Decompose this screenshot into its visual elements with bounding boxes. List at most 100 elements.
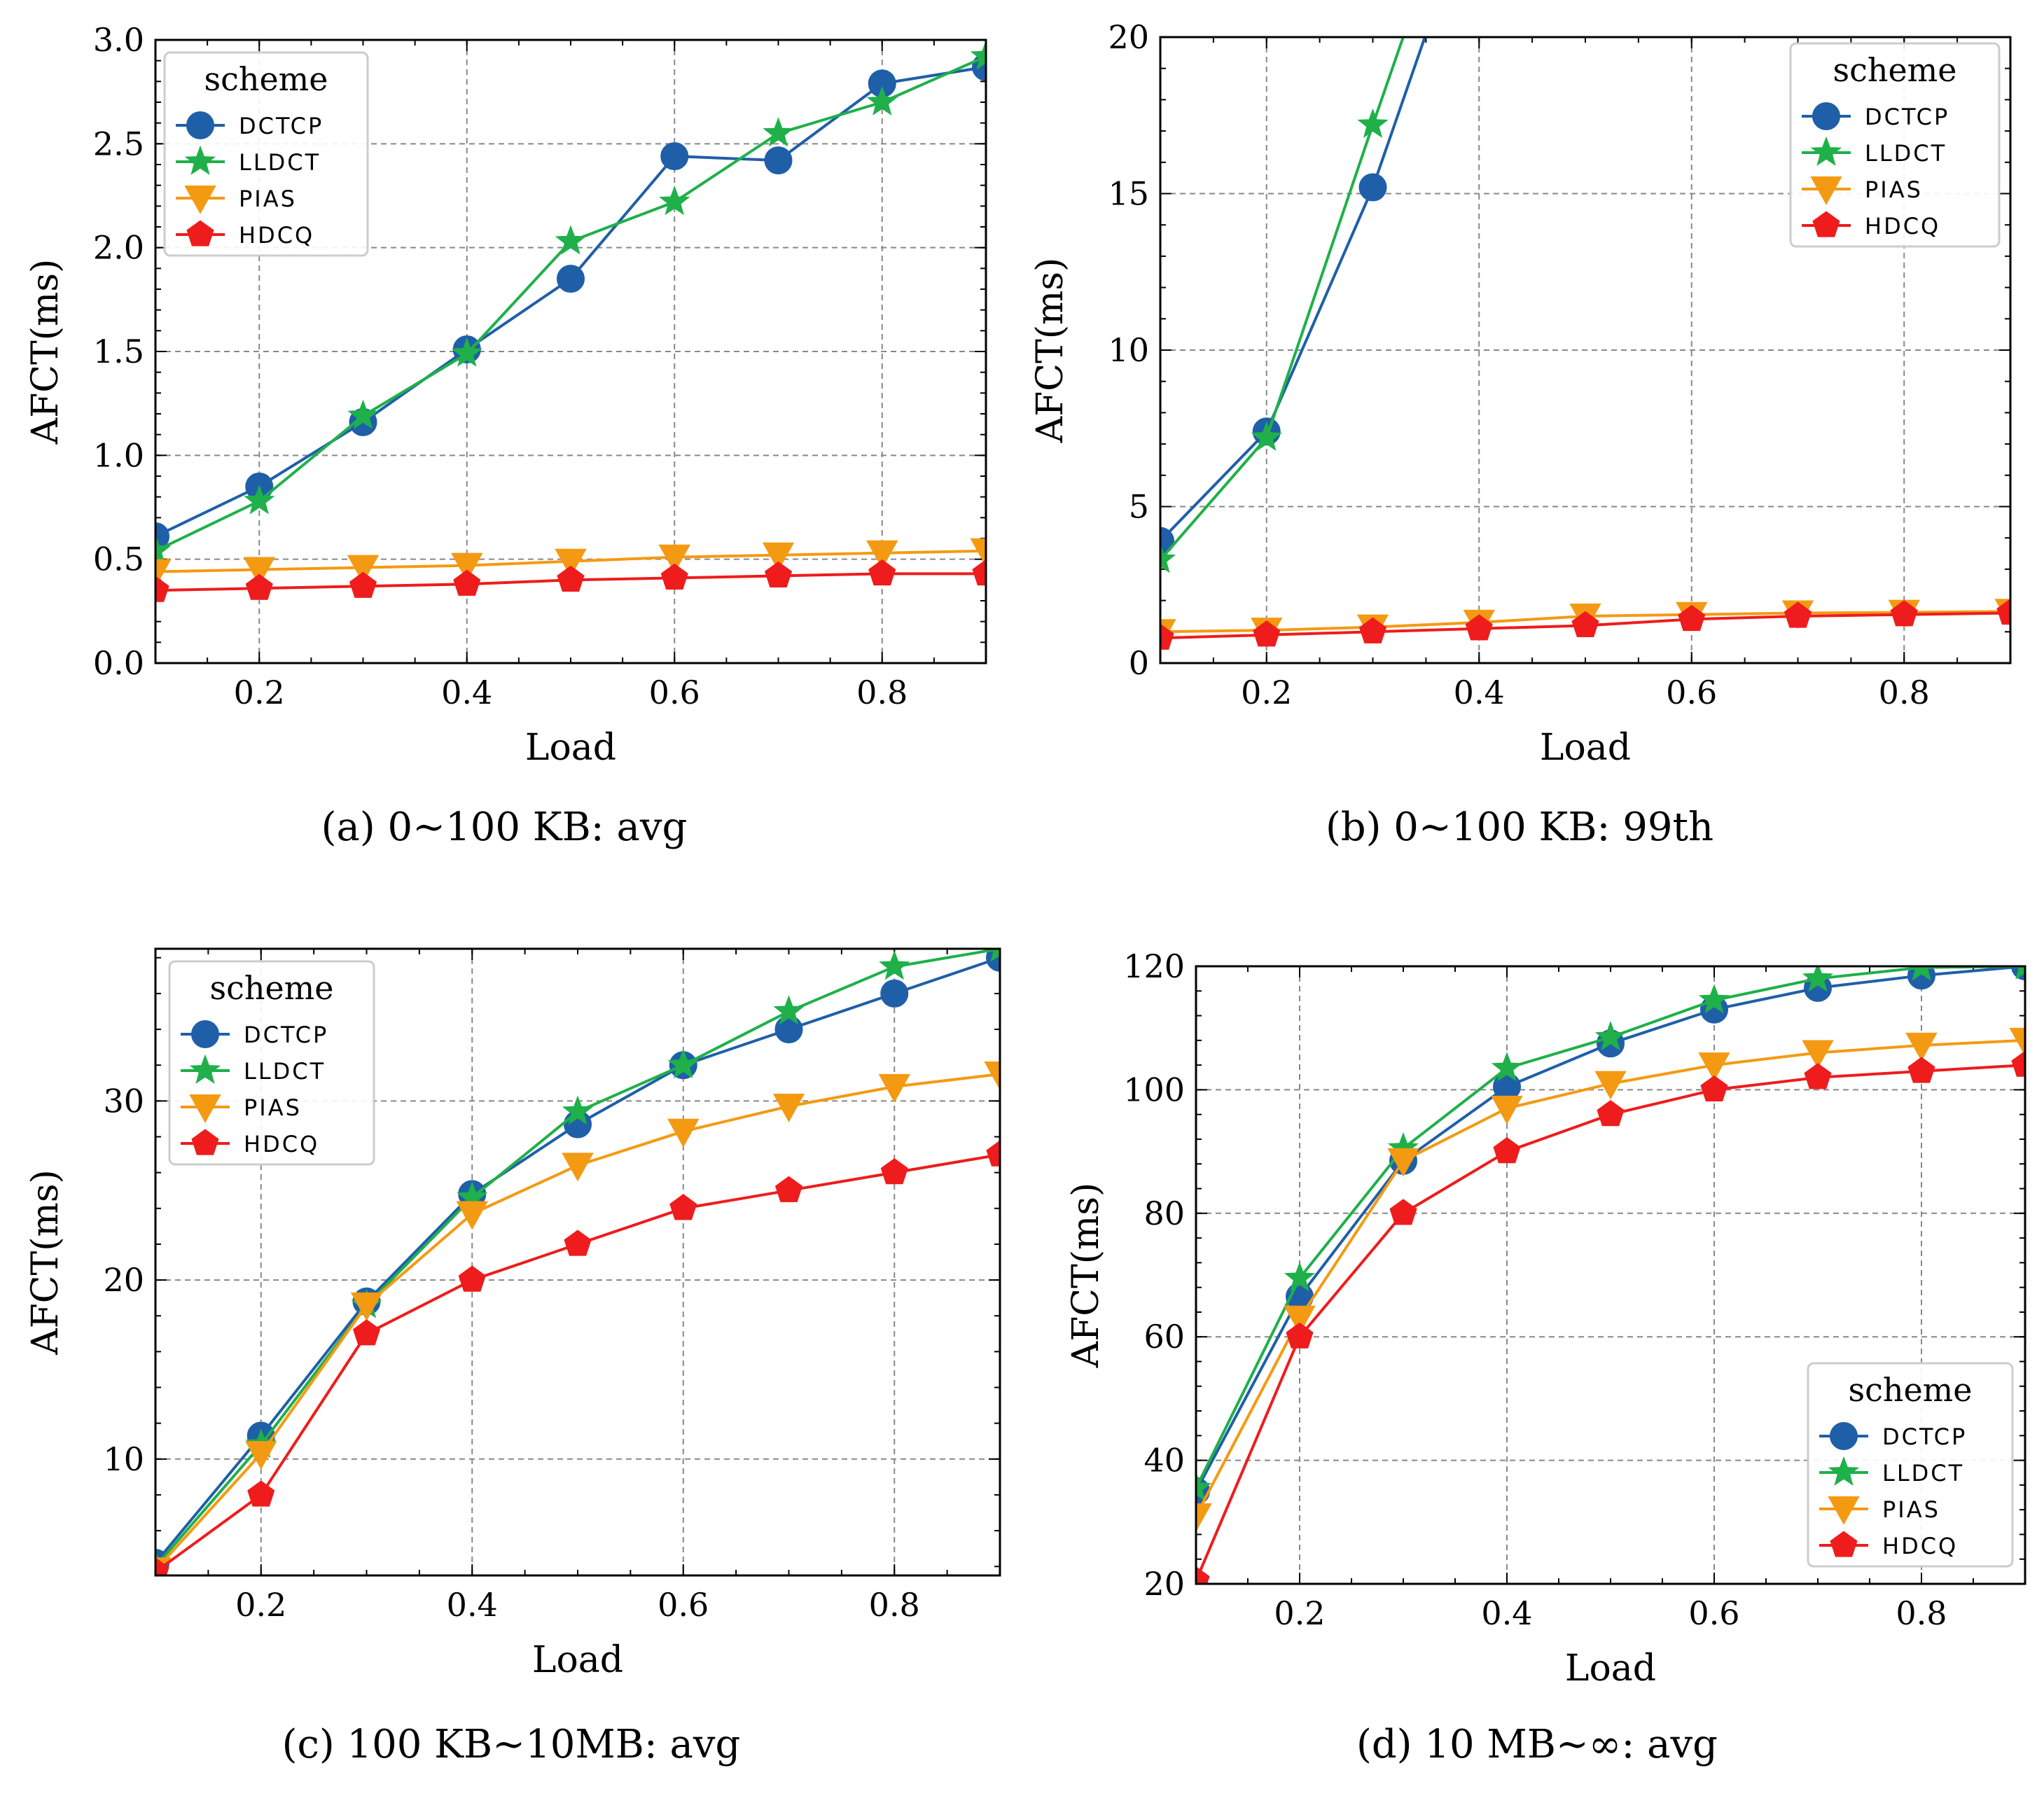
series-group xyxy=(155,949,1000,1575)
data-point-pias xyxy=(772,1094,805,1122)
data-point-hdcq xyxy=(660,563,688,590)
y-tick-label: 80 xyxy=(1143,1195,1185,1232)
chart-panel-1: 0.2 0.4 0.6 0.8 0.0 0.5 1.0 1.5 2.0 2.5 3.0 Load AFC… xyxy=(25,21,987,850)
legend-label-hdcq: HDCQ xyxy=(1882,1533,1958,1559)
data-point-dctcp xyxy=(774,1015,803,1044)
data-point-pias xyxy=(866,540,898,569)
data-point-pias xyxy=(658,544,690,573)
legend: scheme DCTCP LLDCT PIAS HDCQ xyxy=(168,960,375,1166)
data-point-lldct xyxy=(555,225,587,255)
y-tick-label: 30 xyxy=(103,1082,144,1120)
data-point-hdcq xyxy=(1804,1063,1832,1090)
legend-title: scheme xyxy=(209,969,333,1007)
data-point-pias xyxy=(762,542,795,571)
data-point-hdcq xyxy=(1286,1322,1314,1349)
legend-marker-hdcq xyxy=(191,1129,219,1155)
legend-title: scheme xyxy=(1848,1371,1972,1409)
data-point-pias xyxy=(350,1292,383,1321)
y-tick-label: 10 xyxy=(1108,331,1149,369)
data-point-lldct xyxy=(763,117,794,147)
data-point-pias xyxy=(347,555,380,584)
subfigure-caption: (a) 0~100 KB: avg xyxy=(321,805,688,850)
legend-marker-lldct xyxy=(1828,1456,1860,1486)
data-point-lldct xyxy=(155,534,172,564)
plot-frame xyxy=(1159,36,2012,664)
data-point-lldct xyxy=(1594,1021,1627,1051)
data-point-lldct xyxy=(1196,1471,1212,1502)
legend-label-pias: PIAS xyxy=(1865,176,1923,203)
y-tick-label: 2.5 xyxy=(93,125,144,162)
legend-marker-pias xyxy=(1828,1496,1860,1525)
data-point-dctcp xyxy=(155,522,169,551)
y-tick-label: 1.0 xyxy=(93,436,144,474)
legend-label-pias: PIAS xyxy=(1882,1496,1940,1523)
legend-marker-lldct xyxy=(189,1054,221,1084)
data-point-hdcq xyxy=(1493,1136,1521,1164)
legend: scheme DCTCP LLDCT PIAS HDCQ xyxy=(163,51,369,257)
y-axis-label: AFCT(ms) xyxy=(25,259,67,445)
data-point-pias xyxy=(451,552,483,582)
series-line-dctcp xyxy=(1160,37,1426,543)
legend-label-hdcq: HDCQ xyxy=(244,1131,319,1157)
subfigure-caption: (b) 0~100 KB: 99th xyxy=(1326,805,1713,850)
legend: scheme DCTCP LLDCT PIAS HDCQ xyxy=(1807,1362,2014,1568)
data-point-hdcq xyxy=(458,1265,486,1292)
data-point-hdcq xyxy=(1253,620,1281,647)
legend-label-lldct: LLDCT xyxy=(1865,140,1947,167)
legend-marker-dctcp xyxy=(1812,102,1840,130)
data-point-pias xyxy=(1387,1148,1419,1177)
data-point-lldct xyxy=(667,1048,699,1079)
data-point-pias xyxy=(970,538,986,567)
x-axis-label: Load xyxy=(1540,727,1631,769)
data-point-hdcq xyxy=(155,576,169,602)
legend-marker-pias xyxy=(189,1094,221,1123)
data-point-pias xyxy=(1802,1040,1834,1069)
y-tick-label: 1.5 xyxy=(93,333,144,370)
legend-marker-hdcq xyxy=(186,220,214,246)
series-group xyxy=(1160,37,2010,650)
legend-marker-dctcp xyxy=(186,111,214,139)
data-point-hdcq xyxy=(1196,1566,1210,1584)
data-point-dctcp xyxy=(880,979,909,1008)
data-point-pias xyxy=(245,1441,277,1470)
y-tick-label: 2.0 xyxy=(93,229,144,267)
data-point-pias xyxy=(1698,1052,1730,1082)
data-point-hdcq xyxy=(1389,1199,1417,1225)
data-point-dctcp xyxy=(1358,173,1387,202)
legend-label-dctcp: DCTCP xyxy=(1865,104,1949,130)
legend-label-lldct: LLDCT xyxy=(1882,1460,1964,1487)
data-point-hdcq xyxy=(1996,598,2010,625)
plot-frame xyxy=(1195,965,2026,1585)
data-point-pias xyxy=(1196,1503,1212,1532)
x-tick-label: 0.4 xyxy=(441,674,492,711)
data-point-pias xyxy=(1284,1305,1316,1335)
legend-marker-pias xyxy=(1810,176,1842,205)
data-point-dctcp xyxy=(660,142,689,171)
data-point-hdcq xyxy=(557,565,585,592)
legend-title: scheme xyxy=(204,60,328,98)
legend-label-dctcp: DCTCP xyxy=(239,113,324,139)
legend-label-lldct: LLDCT xyxy=(239,149,321,176)
x-tick-label: 0.2 xyxy=(1241,674,1292,711)
chart-panel-3: 0.2 0.4 0.6 0.8 10 20 30 Load AFCT(ms) scheme DCTC… xyxy=(25,947,1001,1767)
data-point-hdcq xyxy=(453,569,481,596)
y-tick-label: 40 xyxy=(1143,1442,1185,1480)
data-point-pias xyxy=(1905,1032,1938,1061)
plot-frame xyxy=(154,947,1001,1577)
legend-label-hdcq: HDCQ xyxy=(1865,213,1940,239)
x-tick-label: 0.6 xyxy=(1688,1594,1739,1632)
data-point-pias xyxy=(1594,1071,1627,1100)
data-point-lldct xyxy=(773,995,805,1025)
x-tick-label: 0.6 xyxy=(649,674,700,711)
data-point-hdcq xyxy=(868,559,896,586)
subfigure-caption: (c) 100 KB~10MB: avg xyxy=(282,1722,741,1767)
legend: scheme DCTCP LLDCT PIAS HDCQ xyxy=(1789,42,2001,248)
legend-label-pias: PIAS xyxy=(244,1094,302,1121)
data-point-lldct xyxy=(1160,543,1176,573)
data-point-hdcq xyxy=(352,1319,381,1346)
series-group xyxy=(155,40,986,602)
data-point-hdcq xyxy=(972,559,986,586)
data-point-hdcq xyxy=(986,1140,1000,1167)
x-tick-label: 0.2 xyxy=(235,1586,286,1624)
data-point-hdcq xyxy=(247,1480,275,1507)
